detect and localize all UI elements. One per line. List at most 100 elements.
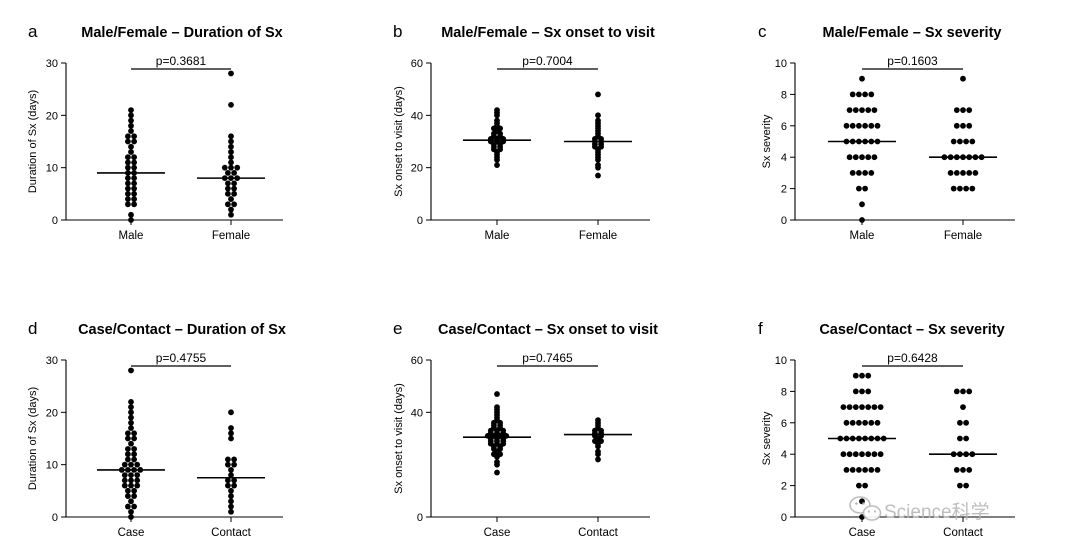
y-axis-label: Sx severity [761,114,773,168]
data-point [960,404,966,410]
data-point [856,185,862,192]
data-point [231,461,238,468]
y-axis-label: Duration of Sx (days) [27,90,39,193]
data-point [225,482,231,489]
data-point [963,419,969,426]
data-point [231,477,238,484]
data-point [868,419,875,426]
data-point [121,477,128,484]
data-point [125,138,131,145]
data-point [125,159,131,166]
data-point [862,185,868,192]
data-point [231,190,238,197]
panel-b: b Male/Female – Sx onset to visit 0 20 40 60 S… [393,22,655,242]
data-point [131,435,138,442]
data-point [865,451,872,458]
data-point [231,456,238,463]
data-point [128,367,134,374]
category-label: Case [849,527,876,539]
data-point [868,91,875,98]
data-point [228,138,234,145]
data-point [843,122,850,129]
category-label: Contact [943,527,983,539]
panel-letter: a [28,22,38,41]
data-point [128,498,134,505]
data-point [963,138,969,145]
data-point [960,388,966,395]
data-point [128,409,134,416]
y-tick-label: 30 [46,58,58,70]
data-point [852,154,859,161]
y-axis-label: Sx severity [761,411,773,465]
data-point [125,154,131,161]
data-point [228,101,234,108]
category-label: Contact [211,527,251,539]
data-point [494,459,500,465]
data-point [852,451,859,458]
data-point [862,467,868,473]
data-point [128,217,134,223]
data-point [859,75,865,82]
data-point [865,372,872,379]
data-point [125,487,131,494]
data-point [960,75,966,82]
data-point [228,211,234,218]
data-point [225,461,231,468]
data-point [228,472,234,479]
data-point [960,467,966,473]
data-point [871,107,878,113]
y-tick-label: 0 [781,215,787,227]
data-point [852,372,859,379]
panel-title: Case/Contact – Duration of Sx [78,322,286,338]
data-point [960,107,966,113]
data-point [128,122,134,129]
data-point [849,122,856,129]
data-point [125,435,131,442]
category-label: Contact [578,527,618,539]
panel-c: c Male/Female – Sx severity 0 2 4 6 8 10 Sx seve… [758,22,1015,242]
data-point [121,461,128,468]
y-tick-label: 60 [411,355,423,367]
data-point [228,143,234,150]
data-point [125,456,131,463]
y-tick-label: 20 [46,110,58,122]
data-point [595,417,601,424]
data-point [852,388,859,395]
data-point [865,107,872,113]
data-point [871,404,878,410]
data-point [228,498,234,505]
data-point [228,159,234,166]
data-point [494,469,500,476]
data-point [960,170,966,176]
data-point [846,107,853,113]
y-tick-label: 0 [417,512,423,524]
data-point [128,425,134,431]
data-point [859,388,865,395]
data-point [128,107,134,113]
data-point [859,201,865,208]
data-point [972,170,979,176]
data-point [856,91,862,98]
data-point [846,404,853,410]
data-point [228,425,234,431]
panels: a Male/Female – Duration of Sx0102030Dura… [27,22,1015,539]
data-point [953,388,960,395]
category-label: Male [485,230,510,242]
data-point [963,435,969,442]
y-tick-label: 8 [781,89,787,101]
data-point [131,133,138,140]
data-point [128,143,134,150]
data-point [125,164,131,171]
data-point [128,508,134,515]
data-point [125,196,131,202]
data-point [131,451,138,458]
data-point [228,133,234,140]
data-point [856,482,862,489]
y-tick-label: 2 [781,481,787,493]
data-point [966,107,973,113]
data-point [957,138,963,145]
data-point [494,162,500,168]
data-point [595,91,601,98]
data-point [128,482,134,489]
data-point [966,388,973,395]
